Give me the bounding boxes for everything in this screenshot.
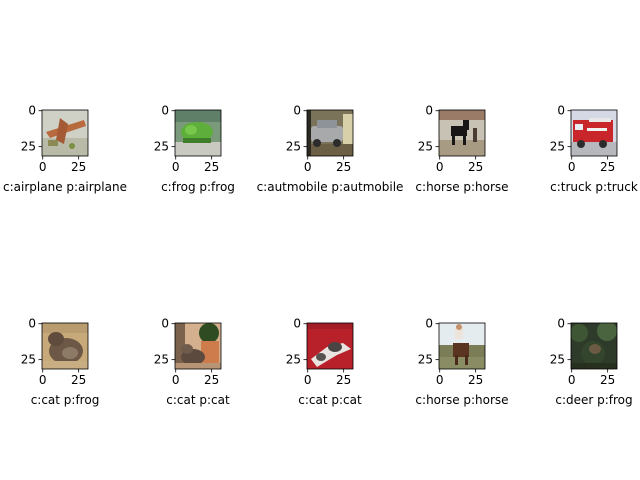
y-tick-label: 25 bbox=[154, 140, 169, 154]
panel-caption: c:airplane p:airplane bbox=[3, 180, 127, 194]
panel-caption: c:horse p:horse bbox=[415, 393, 508, 407]
y-tick-label: 25 bbox=[286, 353, 301, 367]
thumbnail-image bbox=[42, 110, 88, 156]
thumbnail-image bbox=[439, 323, 485, 369]
x-tick-label: 0 bbox=[304, 373, 312, 387]
x-tick-label: 25 bbox=[71, 160, 86, 174]
x-tick-label: 0 bbox=[172, 373, 180, 387]
thumbnail-image bbox=[571, 323, 617, 369]
y-tick-label: 25 bbox=[21, 140, 36, 154]
x-tick-label: 25 bbox=[204, 160, 219, 174]
y-tick-label: 0 bbox=[161, 104, 169, 118]
thumbnail-image bbox=[571, 110, 617, 156]
panel-caption: c:cat p:cat bbox=[298, 393, 362, 407]
panel-caption: c:cat p:frog bbox=[31, 393, 100, 407]
panel-caption: c:truck p:truck bbox=[550, 180, 638, 194]
y-tick-label: 0 bbox=[293, 104, 301, 118]
thumbnail-image bbox=[439, 110, 485, 156]
panel-caption: c:autmobile p:autmobile bbox=[257, 180, 404, 194]
axes-frame bbox=[306, 109, 354, 157]
y-tick-label: 25 bbox=[154, 353, 169, 367]
thumbnail-image bbox=[175, 110, 221, 156]
y-tick-label: 0 bbox=[293, 317, 301, 331]
y-tick-label: 0 bbox=[425, 317, 433, 331]
x-tick-label: 25 bbox=[468, 373, 483, 387]
x-tick-label: 0 bbox=[172, 160, 180, 174]
x-tick-label: 0 bbox=[568, 373, 576, 387]
y-tick-label: 25 bbox=[286, 140, 301, 154]
panel-caption: c:horse p:horse bbox=[415, 180, 508, 194]
x-tick-label: 0 bbox=[568, 160, 576, 174]
y-tick-label: 25 bbox=[21, 353, 36, 367]
thumbnail-image bbox=[307, 323, 353, 369]
axes-frame bbox=[41, 322, 89, 370]
thumbnail-image bbox=[42, 323, 88, 369]
axes-frame bbox=[570, 322, 618, 370]
x-tick-label: 25 bbox=[204, 373, 219, 387]
panel-caption: c:frog p:frog bbox=[161, 180, 235, 194]
x-tick-label: 25 bbox=[71, 373, 86, 387]
y-tick-label: 0 bbox=[557, 104, 565, 118]
axes-frame bbox=[41, 109, 89, 157]
axes-frame bbox=[438, 109, 486, 157]
axes-frame bbox=[174, 109, 222, 157]
y-tick-label: 0 bbox=[28, 104, 36, 118]
x-tick-label: 0 bbox=[436, 160, 444, 174]
axes-frame bbox=[306, 322, 354, 370]
x-tick-label: 25 bbox=[336, 160, 351, 174]
y-tick-label: 0 bbox=[28, 317, 36, 331]
x-tick-label: 0 bbox=[304, 160, 312, 174]
x-tick-label: 25 bbox=[600, 373, 615, 387]
y-tick-label: 0 bbox=[161, 317, 169, 331]
panel-caption: c:deer p:frog bbox=[555, 393, 632, 407]
x-tick-label: 25 bbox=[336, 373, 351, 387]
axes-frame bbox=[570, 109, 618, 157]
thumbnail-image bbox=[175, 323, 221, 369]
y-tick-label: 0 bbox=[557, 317, 565, 331]
x-tick-label: 25 bbox=[468, 160, 483, 174]
panel-caption: c:cat p:cat bbox=[166, 393, 230, 407]
y-tick-label: 25 bbox=[418, 140, 433, 154]
y-tick-label: 25 bbox=[550, 140, 565, 154]
y-tick-label: 0 bbox=[425, 104, 433, 118]
x-tick-label: 25 bbox=[600, 160, 615, 174]
thumbnail-image bbox=[307, 110, 353, 156]
x-tick-label: 0 bbox=[39, 160, 47, 174]
x-tick-label: 0 bbox=[39, 373, 47, 387]
axes-frame bbox=[174, 322, 222, 370]
axes-frame bbox=[438, 322, 486, 370]
x-tick-label: 0 bbox=[436, 373, 444, 387]
y-tick-label: 25 bbox=[418, 353, 433, 367]
y-tick-label: 25 bbox=[550, 353, 565, 367]
